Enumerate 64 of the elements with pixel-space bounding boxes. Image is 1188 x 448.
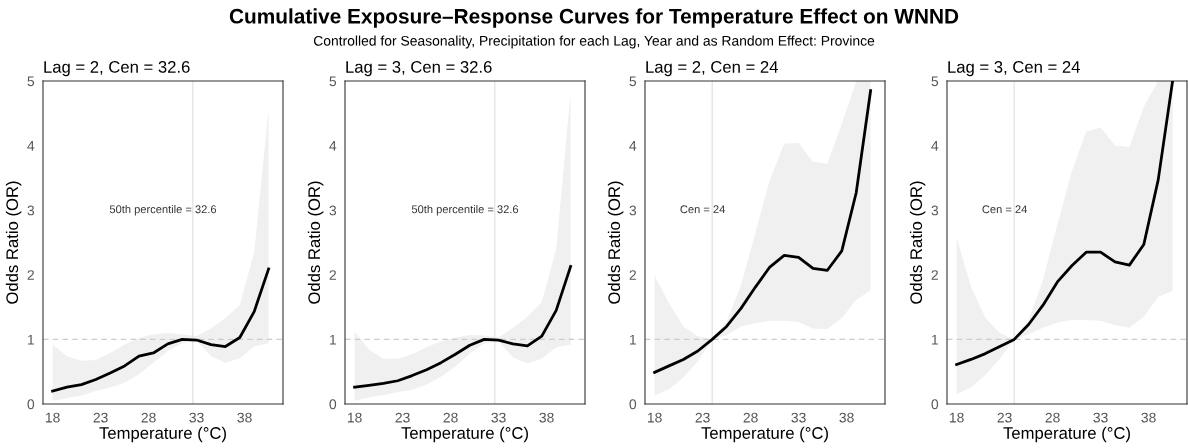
y-tick-label: 4 bbox=[329, 141, 337, 151]
y-axis-title: Odds Ratio (OR) bbox=[307, 181, 324, 304]
y-tick-label: 5 bbox=[329, 76, 337, 87]
x-tick-label: 38 bbox=[539, 412, 554, 423]
y-axis-title: Odds Ratio (OR) bbox=[909, 181, 926, 304]
line-series bbox=[353, 265, 572, 389]
y-tick-label: 0 bbox=[629, 399, 637, 410]
x-tick-label: 23 bbox=[93, 412, 108, 423]
y-tick-label: 1 bbox=[932, 334, 938, 345]
x-axis-title: Temperature (°C) bbox=[701, 426, 828, 443]
annotation: Cen = 24 bbox=[982, 205, 1027, 214]
y-tick-label: 5 bbox=[931, 76, 939, 87]
y-tick-label: 3 bbox=[629, 205, 637, 216]
annotation: 50th percentile = 32.6 bbox=[109, 205, 217, 216]
x-tick-label: 28 bbox=[141, 412, 156, 423]
y-tick-label: 4 bbox=[931, 141, 939, 151]
y-tick-label: 2 bbox=[931, 270, 938, 280]
x-axis-title: Temperature (°C) bbox=[99, 426, 226, 443]
x-tick-label: 28 bbox=[443, 412, 458, 423]
x-tick-label: 18 bbox=[949, 412, 964, 423]
y-axis-title: Odds Ratio (OR) bbox=[607, 181, 624, 304]
y-tick-label: 2 bbox=[329, 270, 336, 280]
text: Controlled for Seasonality, Precipitation for each Lag, Year and as Random Effect: Province bbox=[313, 35, 875, 49]
y-tick-label: 4 bbox=[629, 141, 637, 151]
x-tick-label: 38 bbox=[839, 412, 854, 423]
y-tick-label: 3 bbox=[931, 205, 939, 216]
x-tick-label: 38 bbox=[237, 412, 252, 423]
y-tick-label: 1 bbox=[28, 334, 34, 345]
x-tick-label: 18 bbox=[347, 412, 362, 423]
y-tick-label: 0 bbox=[931, 399, 939, 410]
annotation: 50th percentile = 32.6 bbox=[411, 205, 519, 216]
y-tick-label: 4 bbox=[27, 141, 35, 151]
x-tick-label: 33 bbox=[1093, 412, 1108, 423]
x-tick-label: 33 bbox=[491, 412, 506, 423]
chart-title: Lag = 2, Cen = 32.6 bbox=[44, 61, 190, 77]
chart-title: Lag = 2, Cen = 24 bbox=[646, 61, 778, 77]
x-tick-label: 23 bbox=[395, 412, 410, 423]
x-tick-label: 33 bbox=[189, 412, 204, 423]
x-tick-label: 28 bbox=[1045, 412, 1060, 423]
line-series bbox=[51, 267, 270, 393]
annotation: Cen = 24 bbox=[680, 205, 725, 214]
y-tick-label: 5 bbox=[27, 76, 35, 87]
x-tick-label: 28 bbox=[743, 412, 758, 423]
y-tick-label: 1 bbox=[630, 334, 636, 345]
x-axis-title: Temperature (°C) bbox=[1003, 426, 1130, 443]
y-tick-label: 3 bbox=[27, 205, 35, 216]
y-tick-label: 3 bbox=[329, 205, 337, 216]
text: Cumulative Exposure–Response Curves for Temperature Effect on WNND bbox=[229, 8, 959, 28]
chart-title: Lag = 3, Cen = 24 bbox=[948, 61, 1080, 77]
y-tick-label: 5 bbox=[629, 76, 637, 87]
x-axis-title: Temperature (°C) bbox=[401, 426, 528, 443]
x-tick-label: 38 bbox=[1141, 412, 1156, 423]
y-tick-label: 0 bbox=[329, 399, 337, 410]
chart-title: Lag = 3, Cen = 32.6 bbox=[346, 61, 492, 77]
y-tick-label: 0 bbox=[27, 399, 35, 410]
y-tick-label: 1 bbox=[330, 334, 336, 345]
y-tick-label: 2 bbox=[27, 270, 34, 280]
x-tick-label: 18 bbox=[647, 412, 662, 423]
y-tick-label: 2 bbox=[629, 270, 636, 280]
x-tick-label: 33 bbox=[791, 412, 806, 423]
x-tick-label: 23 bbox=[997, 412, 1012, 423]
y-axis-title: Odds Ratio (OR) bbox=[5, 181, 22, 304]
x-tick-label: 18 bbox=[45, 412, 60, 423]
x-tick-label: 23 bbox=[695, 412, 710, 423]
